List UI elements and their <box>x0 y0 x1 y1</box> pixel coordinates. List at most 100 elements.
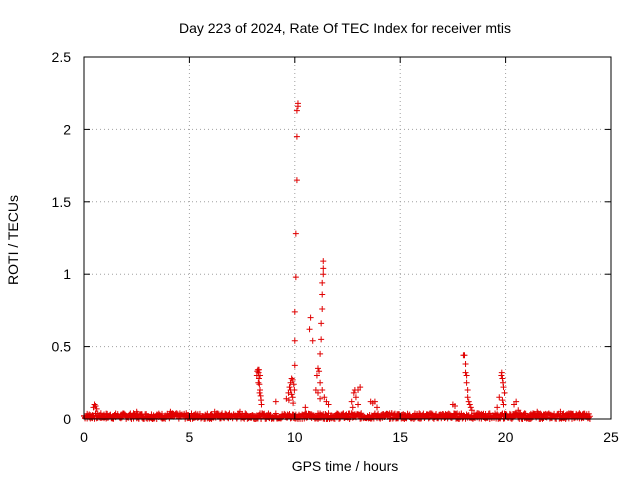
data-point <box>255 366 262 373</box>
data-point <box>320 271 327 278</box>
data-point <box>307 314 314 321</box>
data-point <box>534 408 541 415</box>
data-point <box>371 398 378 405</box>
data-point <box>321 394 328 401</box>
data-point <box>292 230 299 237</box>
data-point <box>293 107 300 114</box>
data-point <box>288 391 295 398</box>
data-point-baseline <box>537 410 544 417</box>
data-point <box>292 274 299 281</box>
x-tick-label: 5 <box>186 429 194 445</box>
data-point <box>291 308 298 315</box>
data-point <box>357 384 364 391</box>
data-point <box>317 379 324 386</box>
x-tick-label: 0 <box>80 429 88 445</box>
data-point <box>374 404 381 411</box>
x-tick-label: 25 <box>603 429 619 445</box>
data-point <box>452 402 459 409</box>
data-point <box>291 362 298 369</box>
data-point <box>133 408 140 415</box>
data-point <box>350 389 357 396</box>
data-point <box>291 337 298 344</box>
x-tick-label: 10 <box>287 429 303 445</box>
y-tick-label: 2 <box>63 121 71 137</box>
data-point <box>348 398 355 405</box>
data-point <box>319 387 326 394</box>
data-point <box>313 372 320 379</box>
data-point <box>463 372 470 379</box>
data-point <box>499 397 506 404</box>
data-point-baseline <box>358 410 365 417</box>
data-point <box>513 398 520 405</box>
data-point <box>288 375 295 382</box>
data-point-baseline <box>322 410 329 417</box>
data-point <box>462 360 469 367</box>
data-point <box>293 177 300 184</box>
data-point <box>320 265 327 272</box>
data-point <box>272 398 279 405</box>
data-point <box>306 326 313 333</box>
plot-frame <box>83 56 612 420</box>
data-point <box>314 389 321 396</box>
data-point <box>285 397 292 404</box>
y-tick-label: 1.5 <box>52 194 72 210</box>
grid <box>84 57 611 419</box>
data-point <box>466 401 473 408</box>
data-point <box>290 381 297 388</box>
data-point <box>498 369 505 376</box>
data-point <box>464 387 471 394</box>
data-point <box>289 376 296 383</box>
data-point <box>256 381 263 388</box>
data-point <box>465 398 472 405</box>
data-point <box>309 337 316 344</box>
data-point <box>463 379 470 386</box>
data-points <box>81 100 593 422</box>
data-point <box>318 320 325 327</box>
data-point <box>256 389 263 396</box>
data-point <box>352 394 359 401</box>
data-point <box>258 401 265 408</box>
data-point <box>291 387 298 394</box>
data-point-baseline <box>117 415 124 422</box>
x-tick-label: 20 <box>498 429 514 445</box>
data-point <box>91 401 98 408</box>
data-point <box>236 408 243 415</box>
data-point <box>289 394 296 401</box>
data-point <box>255 379 262 386</box>
data-point <box>255 375 262 382</box>
data-point <box>294 100 301 107</box>
data-point <box>467 404 474 411</box>
data-point <box>494 404 501 411</box>
data-point <box>496 394 503 401</box>
data-point <box>314 365 321 372</box>
x-axis-ticks: 0 5 10 15 20 25 <box>80 57 619 445</box>
data-point <box>499 375 506 382</box>
data-point <box>557 408 564 415</box>
data-point <box>462 369 469 376</box>
data-point <box>317 395 324 402</box>
data-point <box>93 405 100 412</box>
data-point-baseline <box>585 414 592 421</box>
data-point <box>317 350 324 357</box>
data-point <box>318 336 325 343</box>
data-point <box>167 408 174 415</box>
data-point-baseline <box>272 410 279 417</box>
data-point <box>290 400 297 407</box>
data-point <box>500 401 507 408</box>
data-point <box>464 394 471 401</box>
data-point <box>325 401 332 408</box>
data-point <box>257 372 264 379</box>
data-point <box>349 404 356 411</box>
y-axis-label: ROTI / TECUs <box>5 195 21 285</box>
data-point-baseline <box>158 410 165 417</box>
data-point <box>500 384 507 391</box>
data-point <box>211 408 218 415</box>
data-point <box>319 305 326 312</box>
data-point <box>515 407 522 414</box>
y-tick-label: 1 <box>63 266 71 282</box>
data-point <box>461 352 468 359</box>
data-point <box>468 407 475 414</box>
y-tick-label: 0.5 <box>52 339 72 355</box>
y-axis-ticks: 0 0.5 1 1.5 2 2.5 <box>52 49 611 427</box>
